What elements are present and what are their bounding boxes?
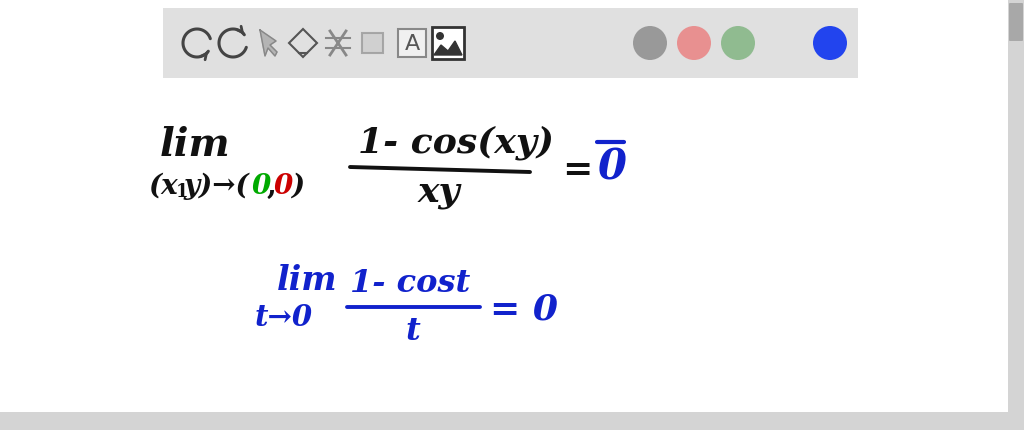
Polygon shape xyxy=(434,41,462,55)
Text: (x: (x xyxy=(148,172,177,200)
Text: y)→(: y)→( xyxy=(184,172,250,200)
Text: = 0: = 0 xyxy=(490,293,558,327)
Circle shape xyxy=(677,26,711,60)
Circle shape xyxy=(633,26,667,60)
Text: 1- cost: 1- cost xyxy=(350,267,470,298)
Text: t: t xyxy=(406,316,420,347)
Text: ,: , xyxy=(267,172,276,200)
Text: 0: 0 xyxy=(274,172,293,200)
Text: lim: lim xyxy=(160,126,230,164)
FancyBboxPatch shape xyxy=(163,8,858,78)
Text: 0: 0 xyxy=(252,172,271,200)
Text: t→0: t→0 xyxy=(255,304,313,332)
Bar xyxy=(0,412,1008,430)
Text: lim: lim xyxy=(278,264,338,297)
Circle shape xyxy=(721,26,755,60)
Text: =: = xyxy=(562,153,592,187)
Text: xy: xy xyxy=(418,175,461,209)
Text: 0: 0 xyxy=(598,147,627,189)
Text: ): ) xyxy=(291,172,304,200)
Polygon shape xyxy=(260,30,278,56)
Text: A: A xyxy=(404,34,420,54)
Polygon shape xyxy=(362,33,383,53)
Text: 1- cos(xy): 1- cos(xy) xyxy=(358,126,554,160)
FancyBboxPatch shape xyxy=(1009,3,1023,41)
FancyBboxPatch shape xyxy=(398,29,426,57)
FancyBboxPatch shape xyxy=(432,27,464,59)
Circle shape xyxy=(436,32,444,40)
Text: 1: 1 xyxy=(176,183,188,201)
Bar xyxy=(1008,0,1024,430)
Circle shape xyxy=(813,26,847,60)
